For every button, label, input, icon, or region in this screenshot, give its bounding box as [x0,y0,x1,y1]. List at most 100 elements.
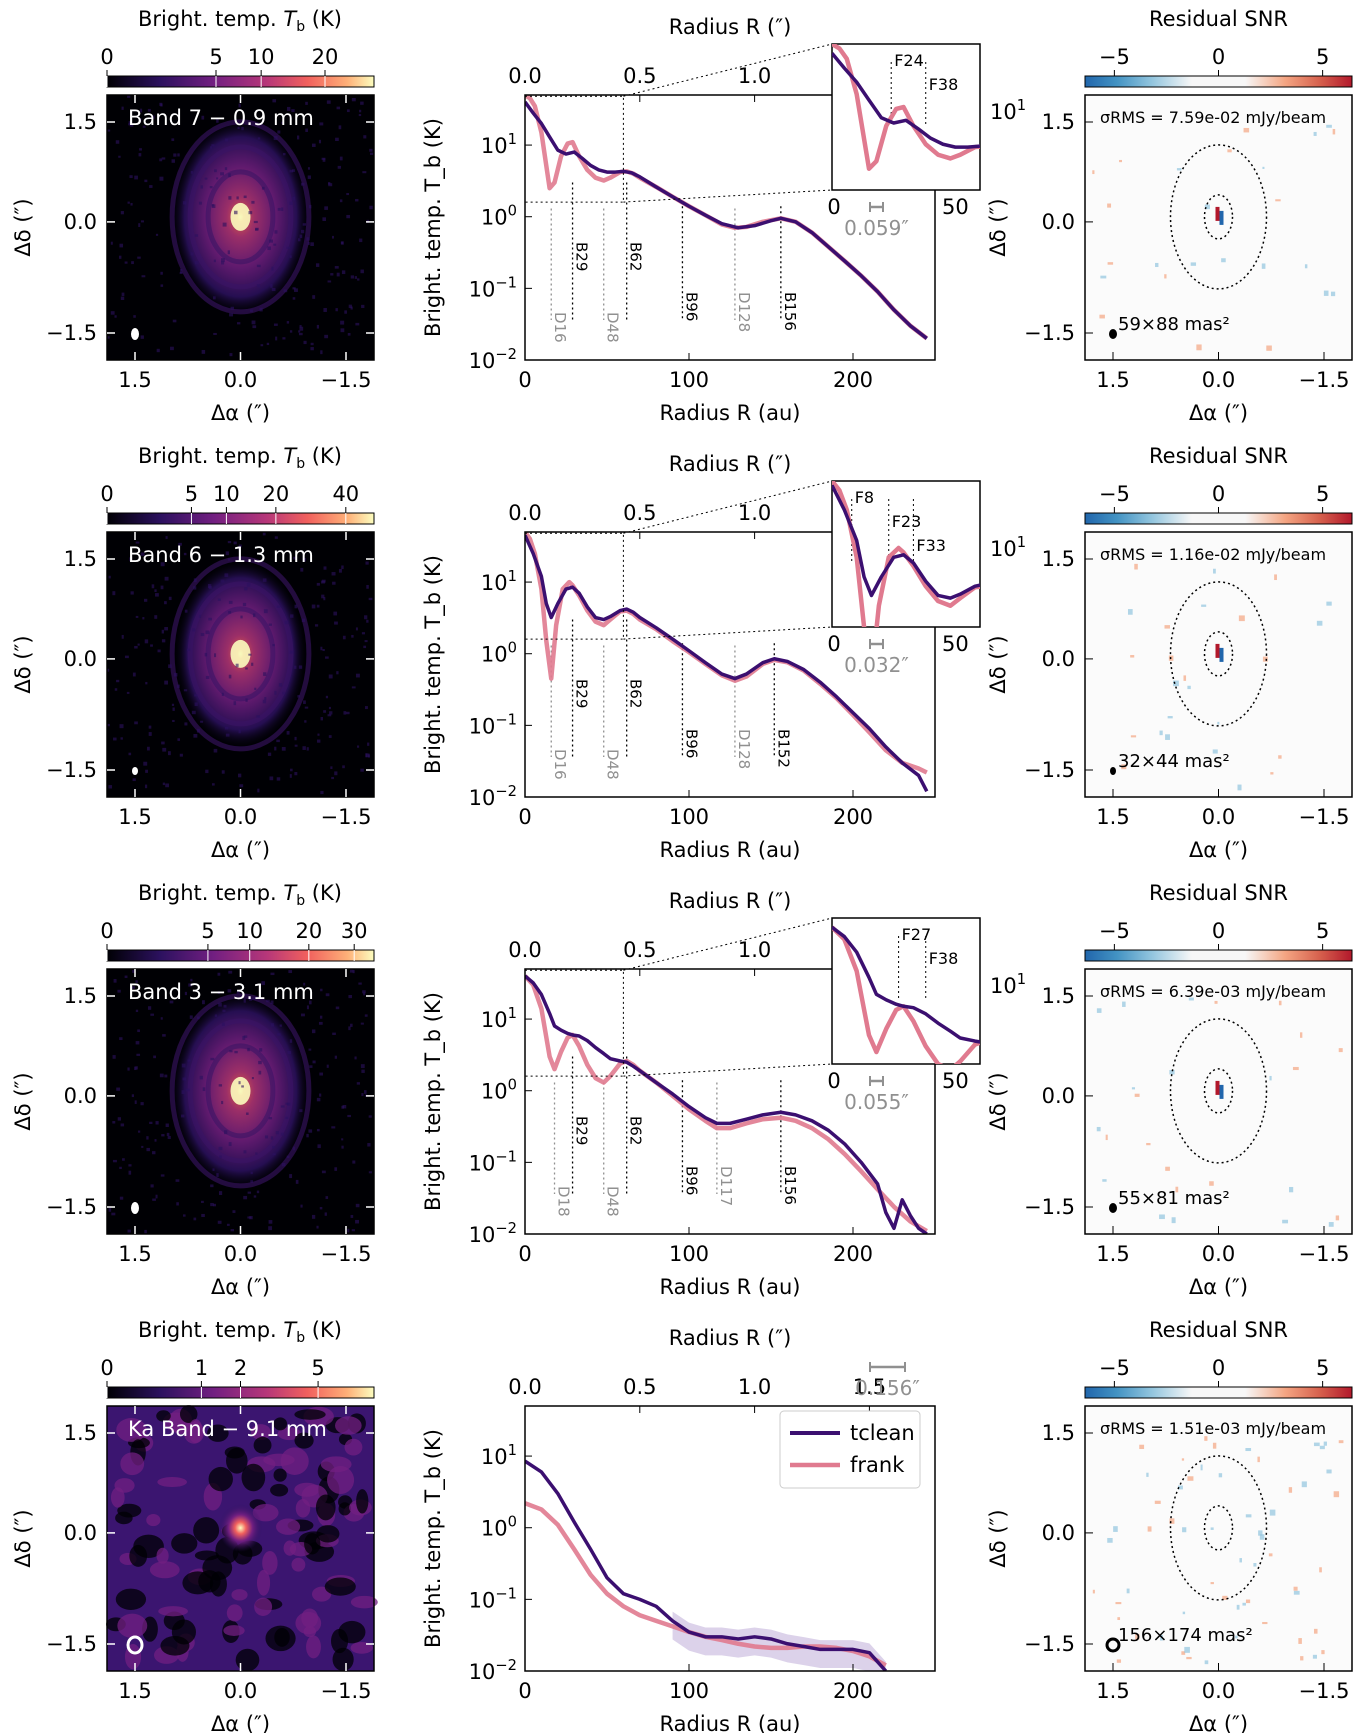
noise-speckle [316,1225,319,1229]
noise-speckle [310,242,314,247]
y-tick-label: 0.0 [1042,1084,1075,1108]
noise-speckle [255,227,259,231]
residual-speckle [1266,345,1272,351]
x-axis-label: Radius R (au) [660,1712,801,1733]
noise-speckle [277,207,281,211]
noise-speckle [346,214,351,219]
noise-speckle [127,1067,130,1071]
noise-speckle [218,1146,223,1151]
noise-speckle [292,169,295,172]
noise-speckle [118,255,122,259]
colorbar-tick-label: 0 [100,482,113,506]
colorbar-tick-label: −5 [1099,1356,1130,1380]
noise-speckle [124,655,129,659]
plot-frame [524,94,936,361]
noise-speckle [294,771,298,776]
noise-speckle [286,106,291,111]
noise-speckle [358,114,362,117]
noise-speckle [161,157,166,160]
noise-speckle [128,1170,132,1175]
noise-speckle [152,1151,156,1155]
noise-speckle [181,1063,186,1068]
noise-blob [324,1577,356,1596]
colorbar-tick-label: 10 [213,482,240,506]
disk-emission [218,1503,263,1552]
band-label: Band 7 − 0.9 mm [128,106,314,130]
noise-blob [129,1544,148,1567]
x-tick-label: 0 [518,1242,531,1266]
noise-speckle [311,604,316,609]
colorbar-tick-label: 5 [1316,45,1329,69]
noise-speckle [116,679,120,683]
noise-speckle [293,665,297,669]
noise-speckle [369,152,374,155]
noise-blob [235,1648,260,1672]
x-axis-label: Radius R (au) [660,401,801,425]
residual-core-blue [1219,210,1224,225]
noise-speckle [124,261,128,264]
noise-speckle [135,1009,139,1013]
residual-speckle [1289,1186,1294,1193]
feature-label: D128 [735,729,753,769]
feature-label: B96 [682,292,700,321]
noise-speckle [171,703,175,706]
feature-label: B156 [781,1166,799,1205]
residual-speckle [1159,1214,1165,1220]
noise-speckle [160,1174,165,1177]
noise-speckle [181,1090,185,1094]
noise-speckle [208,617,212,621]
inset-x-tick-label: 0 [827,1069,840,1093]
x-axis-label: Δα (″) [1189,1712,1248,1733]
residual-speckle [1239,1558,1242,1563]
noise-speckle [212,296,216,300]
feature-label: B152 [774,729,792,768]
noise-speckle [335,308,338,312]
noise-speckle [171,138,175,142]
residual-speckle [1169,1069,1175,1075]
band-label: Band 6 − 1.3 mm [128,543,314,567]
disk-gap-ring [169,556,312,752]
noise-speckle [300,567,304,572]
noise-speckle [284,620,289,625]
residual-speckle [1213,568,1216,574]
noise-speckle [246,582,251,587]
x-axis-label: Δα (″) [211,1275,270,1299]
noise-speckle [146,1136,149,1140]
residual-speckle [1268,1553,1273,1557]
noise-speckle [298,332,303,336]
noise-speckle [276,605,281,608]
noise-speckle [243,1035,248,1038]
noise-speckle [115,140,120,144]
noise-speckle [147,746,150,751]
residual-title: Residual SNR [1149,881,1288,905]
residual-speckle [1245,1599,1251,1604]
noise-speckle [352,970,355,974]
noise-speckle [332,1032,336,1035]
noise-blob [303,1626,317,1638]
colorbar-tick-label: 20 [295,919,322,943]
noise-speckle [306,747,309,751]
noise-speckle [286,1155,290,1159]
noise-speckle [317,733,320,736]
noise-speckle [165,783,169,788]
x-tick-label: 0.0 [1202,368,1235,392]
residual-speckle [1323,290,1329,296]
inset-y-tick-label: 101 [990,534,1026,561]
noise-speckle [251,1077,254,1080]
noise-speckle [343,711,347,715]
noise-speckle [137,1130,141,1133]
residual-speckle [1181,1651,1186,1655]
noise-speckle [138,223,141,228]
noise-speckle [135,541,140,544]
band-label: Band 3 − 3.1 mm [128,980,314,1004]
noise-speckle [177,153,180,157]
noise-speckle [294,604,298,609]
noise-speckle [245,698,248,702]
noise-speckle [193,586,197,590]
inset-x-tick-label: 50 [942,1069,969,1093]
noise-speckle [270,284,273,288]
noise-speckle [351,1229,355,1232]
feature-label: D18 [555,1186,573,1217]
residual-core-blue [1219,647,1224,662]
residual-core-red [1215,643,1220,658]
